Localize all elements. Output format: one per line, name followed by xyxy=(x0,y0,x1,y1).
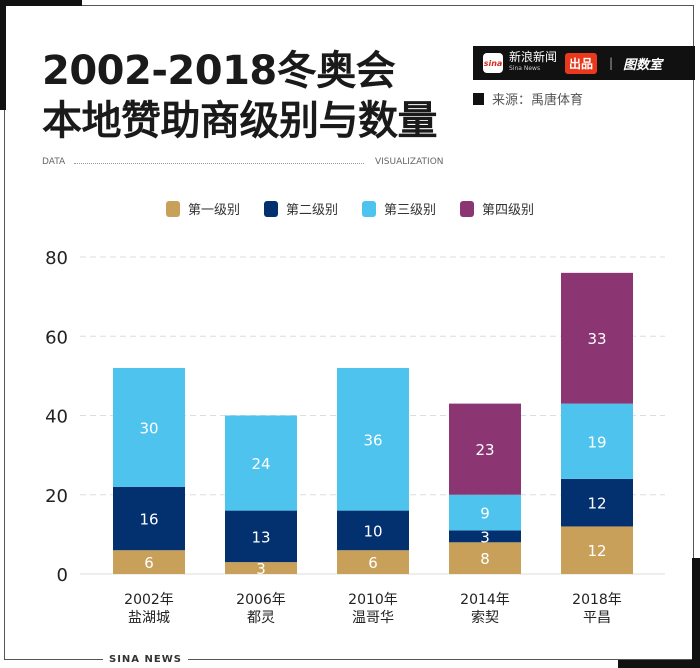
bar-segment xyxy=(561,403,633,479)
bar-segment xyxy=(561,526,633,574)
y-tick-label: 60 xyxy=(45,327,68,348)
legend-swatch xyxy=(263,200,278,217)
legend-item: 第二级别 xyxy=(263,199,338,218)
title-line: 本地赞助商级别与数量 xyxy=(42,98,438,144)
data-label: 6 xyxy=(144,554,154,572)
bar-segment xyxy=(449,542,521,574)
data-label: 3 xyxy=(256,560,266,578)
bar-segment xyxy=(225,510,297,563)
bar-segment xyxy=(337,510,409,551)
bar-segment xyxy=(449,530,521,543)
corner-decoration xyxy=(618,660,700,668)
x-tick-label: 2006年 xyxy=(236,592,286,608)
source-text: 来源：禹唐体育 xyxy=(492,93,584,108)
corner-decoration xyxy=(0,0,6,110)
visualization-label: VISUALIZATION xyxy=(375,157,444,167)
x-tick-label: 平昌 xyxy=(583,610,611,626)
partner-logo: 图数室 xyxy=(623,57,663,73)
legend: 第一级别 第二级别 第三级别 第四级别 xyxy=(0,199,700,218)
x-tick-label: 2010年 xyxy=(348,592,398,608)
legend-item: 第三级别 xyxy=(362,199,436,218)
data-label: 6 xyxy=(368,554,378,572)
bar-segment xyxy=(449,403,521,495)
bar-segment xyxy=(561,272,633,404)
bar-segment xyxy=(225,415,297,511)
x-tick-label: 2002年 xyxy=(124,592,174,608)
data-label: 33 xyxy=(587,330,606,348)
bar-segment xyxy=(561,478,633,527)
bar-segment xyxy=(337,550,409,574)
bar-segment xyxy=(225,562,297,574)
legend-swatch xyxy=(460,200,475,217)
x-tick-label: 都灵 xyxy=(247,610,275,626)
title-line: 2002-2018冬奥会 xyxy=(42,48,396,94)
x-tick-label: 2014年 xyxy=(460,592,510,608)
data-label: 23 xyxy=(475,441,494,459)
x-tick-label: 2018年 xyxy=(572,592,622,608)
bar-segment xyxy=(113,486,185,551)
data-label: 8 xyxy=(480,550,490,568)
source: 来源：禹唐体育 xyxy=(473,89,583,108)
x-tick-label: 盐湖城 xyxy=(128,610,170,626)
data-label: 30 xyxy=(139,419,158,437)
brand-bar: sina 新浪新闻 Sina News 出品 | 图数室 xyxy=(473,46,695,80)
legend-label: 第四级别 xyxy=(482,203,535,218)
legend-label: 第二级别 xyxy=(285,203,338,218)
divider: | xyxy=(609,56,614,70)
corner-decoration xyxy=(0,0,82,6)
chart-title: 2002-2018冬奥会 本地赞助商级别与数量 xyxy=(42,46,438,146)
bar-segment xyxy=(337,367,409,511)
data-label: 19 xyxy=(587,433,606,451)
data-label: 12 xyxy=(587,495,606,513)
x-tick-label: 温哥华 xyxy=(352,610,394,626)
legend-label: 第三级别 xyxy=(384,203,437,218)
data-label: 24 xyxy=(251,455,270,473)
legend-item: 第一级别 xyxy=(165,199,240,218)
data-label: 13 xyxy=(251,528,270,546)
brand-name: 新浪新闻 xyxy=(509,50,558,64)
legend-item: 第四级别 xyxy=(460,199,534,218)
data-label: 3 xyxy=(480,528,490,546)
footer-label: SINA NEWS xyxy=(103,654,188,665)
brand-sub: Sina News xyxy=(509,65,541,72)
brand-tag: 出品 xyxy=(565,52,598,74)
bar-segment xyxy=(449,494,521,531)
legend-swatch xyxy=(362,200,376,217)
y-tick-label: 0 xyxy=(57,565,68,586)
y-tick-label: 40 xyxy=(45,407,68,428)
legend-swatch xyxy=(165,200,180,217)
legend-label: 第一级别 xyxy=(187,203,240,218)
data-label: DATA xyxy=(42,157,66,167)
sina-logo: sina xyxy=(483,53,503,73)
bar-segment xyxy=(113,550,185,574)
x-tick-label: 索契 xyxy=(471,609,499,626)
dotted-divider xyxy=(74,163,364,164)
frame xyxy=(4,5,694,660)
data-label: 16 xyxy=(139,511,158,529)
bar-segment xyxy=(113,367,185,487)
data-label: 36 xyxy=(363,431,382,449)
corner-decoration xyxy=(692,558,700,668)
y-tick-label: 20 xyxy=(45,486,68,507)
source-marker xyxy=(473,92,484,105)
data-label: 12 xyxy=(587,542,606,560)
data-label: 9 xyxy=(480,505,490,523)
y-tick-label: 80 xyxy=(45,248,68,269)
data-label: 10 xyxy=(363,522,382,540)
brand-name-block: 新浪新闻 Sina News xyxy=(509,51,557,75)
